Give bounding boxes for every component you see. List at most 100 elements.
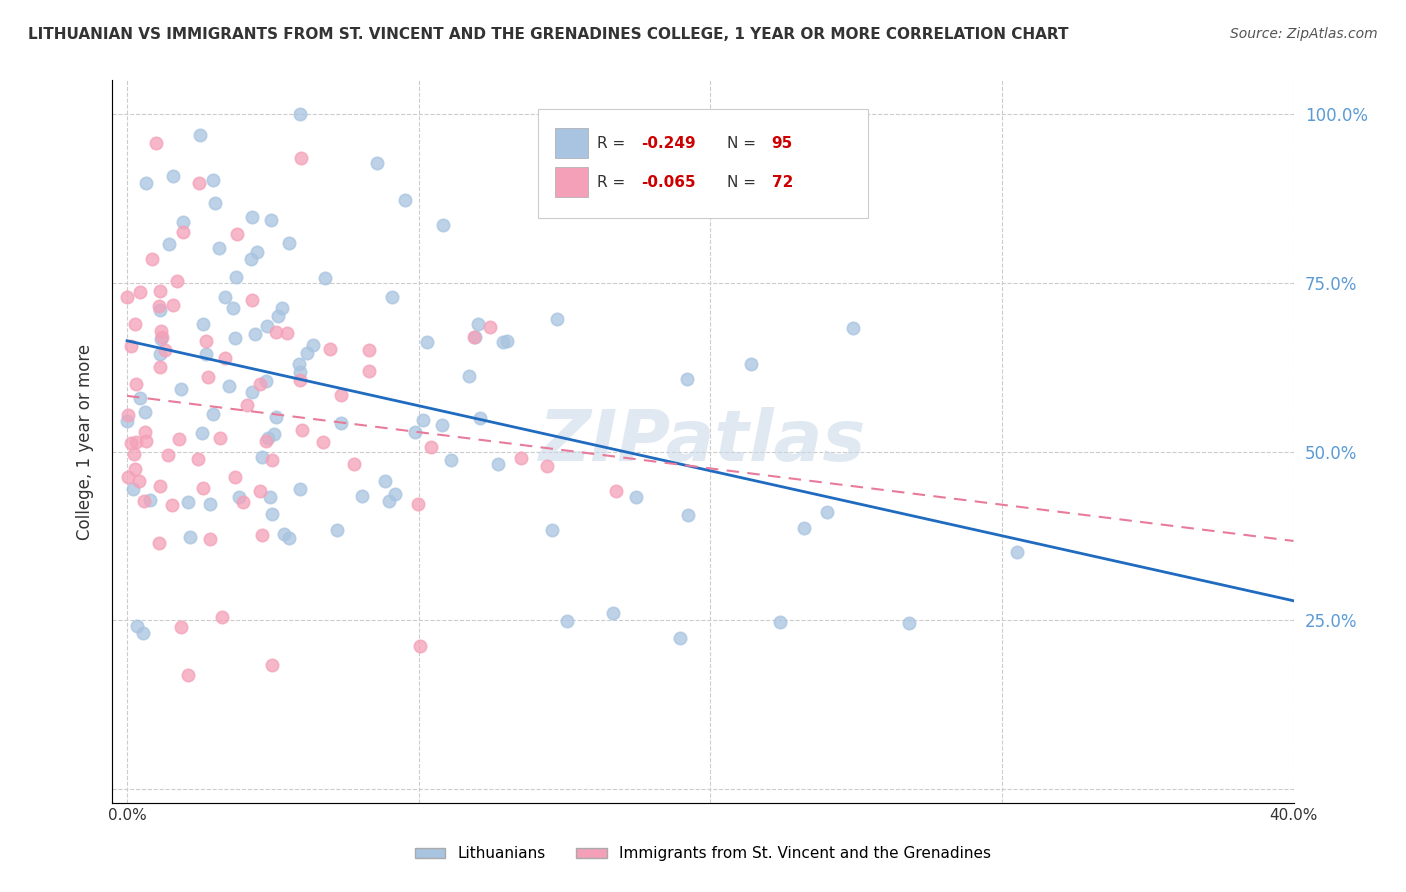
Point [288,482,311,496]
Point [224,330,246,344]
Point [232,494,254,508]
Point [463,330,485,344]
Point [897,615,920,630]
Point [176,668,198,682]
Point [273,527,295,541]
Point [149,284,172,298]
Point [194,334,217,348]
Point [675,372,697,386]
Point [157,236,180,251]
Point [357,343,380,358]
Point [250,528,273,542]
Point [177,495,200,509]
Point [148,299,170,313]
Point [125,619,148,633]
Point [134,405,156,419]
Point [325,523,347,537]
Point [129,285,152,299]
Point [214,289,236,303]
Point [256,319,278,334]
Point [225,227,247,241]
Point [366,156,388,170]
Point [169,382,191,396]
Point [240,210,263,224]
Point [350,489,373,503]
Point [117,414,139,428]
Text: Source: ZipAtlas.com: Source: ZipAtlas.com [1230,27,1378,41]
FancyBboxPatch shape [555,128,589,158]
Point [266,325,288,339]
Text: N =: N = [727,136,761,151]
Point [197,369,219,384]
Point [246,245,269,260]
Point [134,494,156,508]
Point [457,369,479,384]
Point [128,474,150,488]
Y-axis label: College, 1 year or more: College, 1 year or more [76,343,94,540]
Point [555,614,578,628]
Point [117,408,139,422]
Point [172,225,194,239]
Point [195,347,218,361]
Point [135,434,157,449]
Point [254,375,277,389]
Point [148,536,170,550]
Point [546,312,568,326]
Point [815,505,838,519]
Point [394,194,416,208]
Point [188,128,211,142]
Point [191,425,214,440]
Point [329,388,352,402]
Point [145,136,167,150]
Point [208,431,231,445]
Point [132,626,155,640]
Point [204,196,226,211]
Point [408,497,430,511]
Point [626,490,648,504]
Point [250,450,273,464]
Point [222,301,245,316]
Point [278,236,301,251]
Point [172,215,194,229]
Point [536,459,558,474]
Point [290,107,312,121]
Point [134,425,156,440]
Point [157,448,180,462]
Point [288,365,311,379]
Point [271,301,294,315]
Text: R =: R = [596,175,630,190]
Point [319,342,342,356]
Point [124,317,146,331]
Point [291,423,314,437]
Point [676,508,699,522]
Point [191,317,214,331]
Point [605,483,627,498]
Point [162,169,184,183]
Text: -0.249: -0.249 [641,136,696,151]
Point [311,434,333,449]
Point [842,321,865,335]
Point [150,332,173,346]
Text: N =: N = [727,175,761,190]
Point [149,359,172,374]
Point [128,391,150,405]
Point [150,324,173,338]
Point [374,474,396,488]
Point [290,151,312,165]
Point [260,212,283,227]
Point [254,434,277,448]
Point [419,440,441,454]
Legend: Lithuanians, Immigrants from St. Vincent and the Grenadines: Lithuanians, Immigrants from St. Vincent… [409,840,997,867]
Point [668,631,690,645]
Point [141,252,163,267]
Point [1007,544,1029,558]
Point [263,427,285,442]
Point [330,417,353,431]
Point [153,343,176,357]
Point [198,533,221,547]
Point [256,431,278,445]
Point [218,379,240,393]
Point [186,452,208,467]
Point [149,478,172,492]
Point [314,271,336,285]
